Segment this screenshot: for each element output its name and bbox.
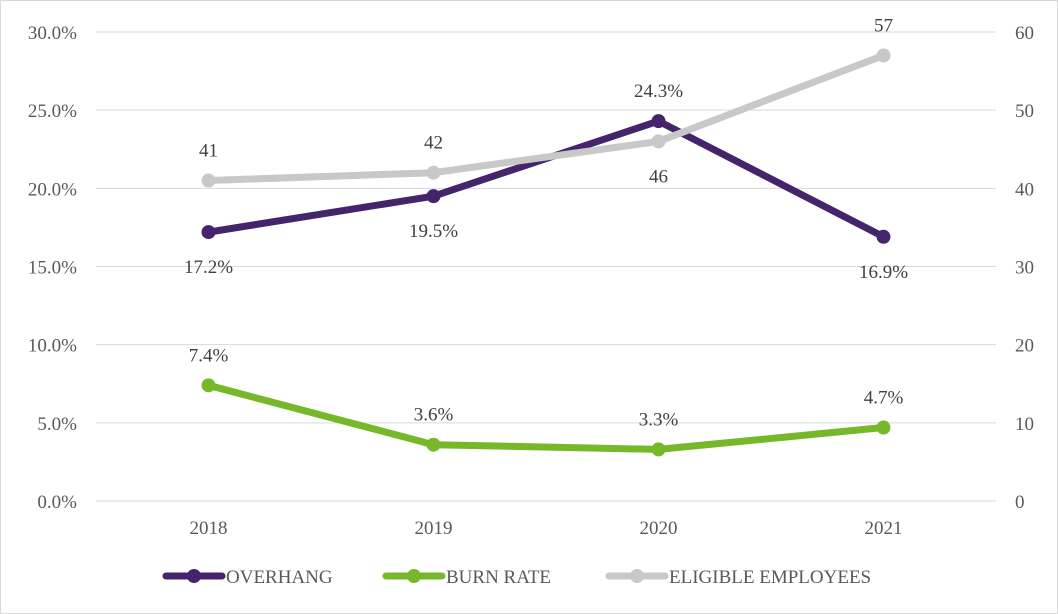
data-label: 57 (874, 15, 893, 36)
data-point (651, 114, 666, 129)
right-axis-tick-label: 10 (1015, 414, 1034, 435)
data-point (876, 48, 891, 63)
data-label: 41 (199, 141, 218, 162)
data-label: 4.7% (864, 388, 904, 409)
legend-label: OVERHANG (226, 567, 333, 588)
left-axis-tick-label: 25.0% (28, 101, 77, 122)
series-line-eligible-employees (205, 51, 887, 185)
data-label: 3.3% (639, 409, 679, 430)
data-point (201, 378, 216, 393)
x-axis-tick-label: 2018 (190, 518, 228, 539)
left-axis-tick-label: 5.0% (37, 414, 77, 435)
legend-swatch-marker (407, 569, 421, 583)
right-axis-tick-label: 20 (1015, 336, 1034, 357)
legend-label: BURN RATE (446, 567, 551, 588)
left-axis-tick-label: 30.0% (28, 23, 77, 44)
left-axis-tick-label: 10.0% (28, 336, 77, 357)
series-line-burn-rate (205, 381, 887, 453)
data-label: 46 (649, 166, 668, 187)
data-point (651, 134, 666, 149)
right-axis-tick-label: 60 (1015, 23, 1034, 44)
left-axis-tick-label: 20.0% (28, 179, 77, 200)
x-axis-tick-label: 2019 (415, 518, 453, 539)
data-label: 24.3% (634, 81, 683, 102)
data-point (651, 442, 666, 457)
left-axis-tick-label: 0.0% (37, 492, 77, 513)
data-label: 3.6% (414, 405, 454, 426)
legend-swatch-marker (630, 569, 644, 583)
left-axis-tick-label: 15.0% (28, 258, 77, 279)
right-axis-tick-label: 0 (1015, 492, 1025, 513)
data-point (201, 173, 216, 188)
right-axis-tick-label: 50 (1015, 101, 1034, 122)
data-label: 19.5% (409, 221, 458, 242)
data-label: 7.4% (189, 345, 229, 366)
right-axis-tick-label: 40 (1015, 179, 1034, 200)
data-point (426, 189, 441, 204)
legend-swatch-marker (187, 569, 201, 583)
right-axis-tick-label: 30 (1015, 258, 1034, 279)
data-point (426, 437, 441, 452)
data-point (201, 225, 216, 240)
x-axis-tick-label: 2020 (640, 518, 678, 539)
data-point (426, 165, 441, 180)
data-point (876, 420, 891, 435)
x-axis-tick-label: 2021 (865, 518, 903, 539)
data-label: 16.9% (859, 262, 908, 283)
data-point (876, 229, 891, 244)
data-label: 17.2% (184, 257, 233, 278)
legend-label: ELIGIBLE EMPLOYEES (669, 567, 871, 588)
data-label: 42 (424, 133, 443, 154)
